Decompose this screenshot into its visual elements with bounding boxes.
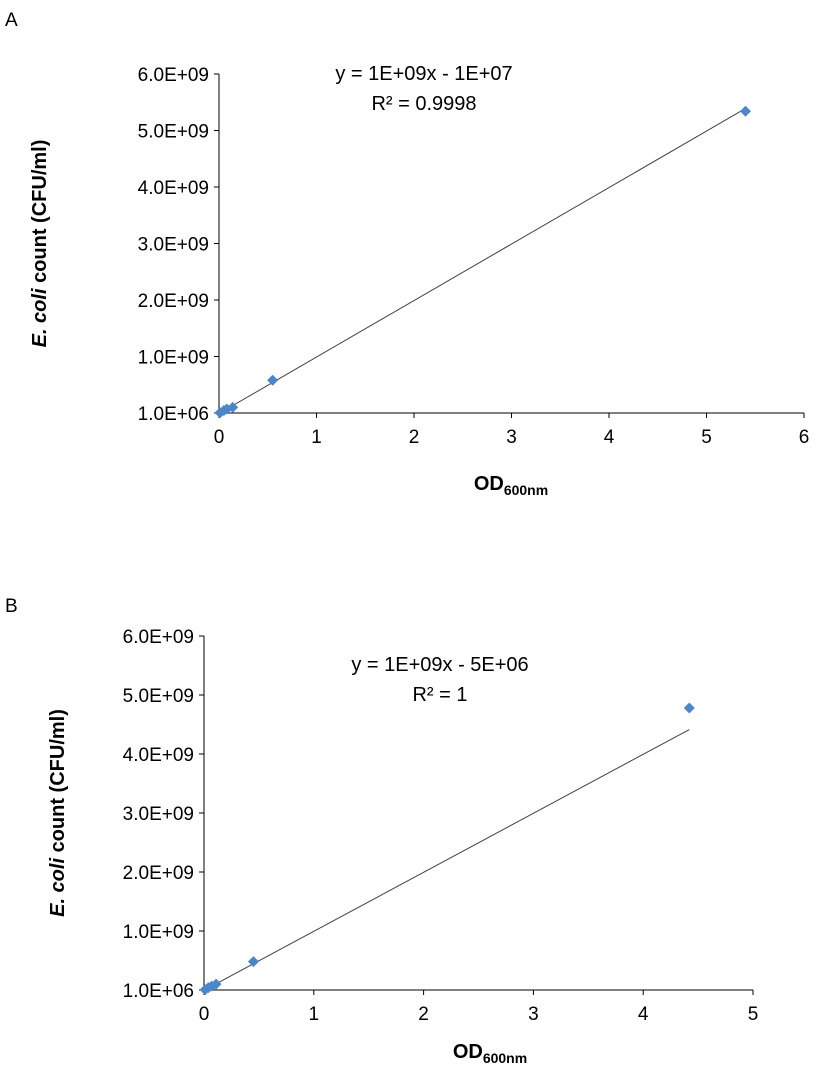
data-point bbox=[740, 105, 751, 117]
x-tick-label: 3 bbox=[528, 1004, 539, 1025]
y-tick-label: 4.0E+09 bbox=[138, 178, 209, 199]
panel-label: B bbox=[5, 596, 18, 617]
x-axis-title: OD600nm bbox=[474, 473, 548, 498]
y-tick-label: 1.0E+06 bbox=[138, 404, 209, 425]
x-tick-label: 1 bbox=[309, 1004, 320, 1025]
chart-panel-b: B 1.0E+06 1.0E+09 2.0E+09 3.0E+09 4.0E+09 5.0E… bbox=[5, 596, 758, 1066]
x-tick-label: 5 bbox=[701, 427, 712, 448]
y-axis-title-rest: count (CFU/ml) bbox=[29, 140, 51, 289]
x-tick-label: 4 bbox=[638, 1004, 649, 1025]
y-tick-label: 6.0E+09 bbox=[123, 627, 194, 648]
y-tick-label: 5.0E+09 bbox=[138, 122, 209, 143]
trendline-equation: y = 1E+09x - 1E+07 bbox=[335, 63, 512, 85]
data-point bbox=[247, 956, 259, 968]
x-axis-title: OD600nm bbox=[453, 1041, 527, 1066]
y-tick-label: 1.0E+09 bbox=[123, 922, 194, 943]
panel-label: A bbox=[5, 10, 18, 31]
y-axis-title: E. coli count (CFU/ml) bbox=[29, 140, 51, 348]
r-squared-label: R² = 1 bbox=[412, 684, 467, 706]
y-tick-label: 4.0E+09 bbox=[123, 745, 194, 766]
x-tick-label: 1 bbox=[311, 427, 322, 448]
y-axis-title-italic: E. coli bbox=[47, 858, 69, 917]
x-tick-label: 0 bbox=[199, 1004, 210, 1025]
y-tick-label: 3.0E+09 bbox=[123, 804, 194, 825]
trendline bbox=[219, 108, 746, 414]
trendline-equation: y = 1E+09x - 5E+06 bbox=[351, 654, 528, 676]
x-tick-label: 0 bbox=[214, 427, 225, 448]
r-squared-label: R² = 0.9998 bbox=[371, 93, 476, 115]
data-point bbox=[683, 702, 695, 714]
chart-panel-a: A 1.0E+06 1.0E+09 2.0E+09 3.0E+09 4.0E+09 5.0E… bbox=[5, 10, 809, 498]
y-tick-label: 1.0E+06 bbox=[123, 981, 194, 1002]
x-axis-title-subscript: 600nm bbox=[504, 482, 548, 498]
trendline bbox=[204, 729, 690, 991]
data-point bbox=[267, 374, 279, 386]
y-tick-label: 2.0E+09 bbox=[138, 291, 209, 312]
y-axis-title-italic: E. coli bbox=[29, 288, 51, 347]
x-tick-label: 6 bbox=[799, 427, 810, 448]
y-axis-title-rest: count (CFU/ml) bbox=[47, 709, 69, 858]
y-tick-label: 2.0E+09 bbox=[123, 863, 194, 884]
y-tick-label: 3.0E+09 bbox=[138, 235, 209, 256]
y-axis-title: E. coli count (CFU/ml) bbox=[47, 709, 69, 917]
x-tick-label: 5 bbox=[748, 1004, 759, 1025]
x-tick-label: 4 bbox=[604, 427, 615, 448]
x-axis-title-main: OD bbox=[453, 1041, 483, 1063]
x-tick-label: 2 bbox=[409, 427, 420, 448]
data-point bbox=[210, 978, 222, 990]
x-axis-title-subscript: 600nm bbox=[483, 1050, 527, 1066]
data-point bbox=[227, 401, 239, 413]
y-tick-label: 6.0E+09 bbox=[138, 65, 209, 86]
x-tick-label: 2 bbox=[418, 1004, 429, 1025]
x-tick-label: 3 bbox=[506, 427, 517, 448]
x-axis-title-main: OD bbox=[474, 473, 504, 495]
y-tick-label: 5.0E+09 bbox=[123, 686, 194, 707]
y-tick-label: 1.0E+09 bbox=[138, 348, 209, 369]
